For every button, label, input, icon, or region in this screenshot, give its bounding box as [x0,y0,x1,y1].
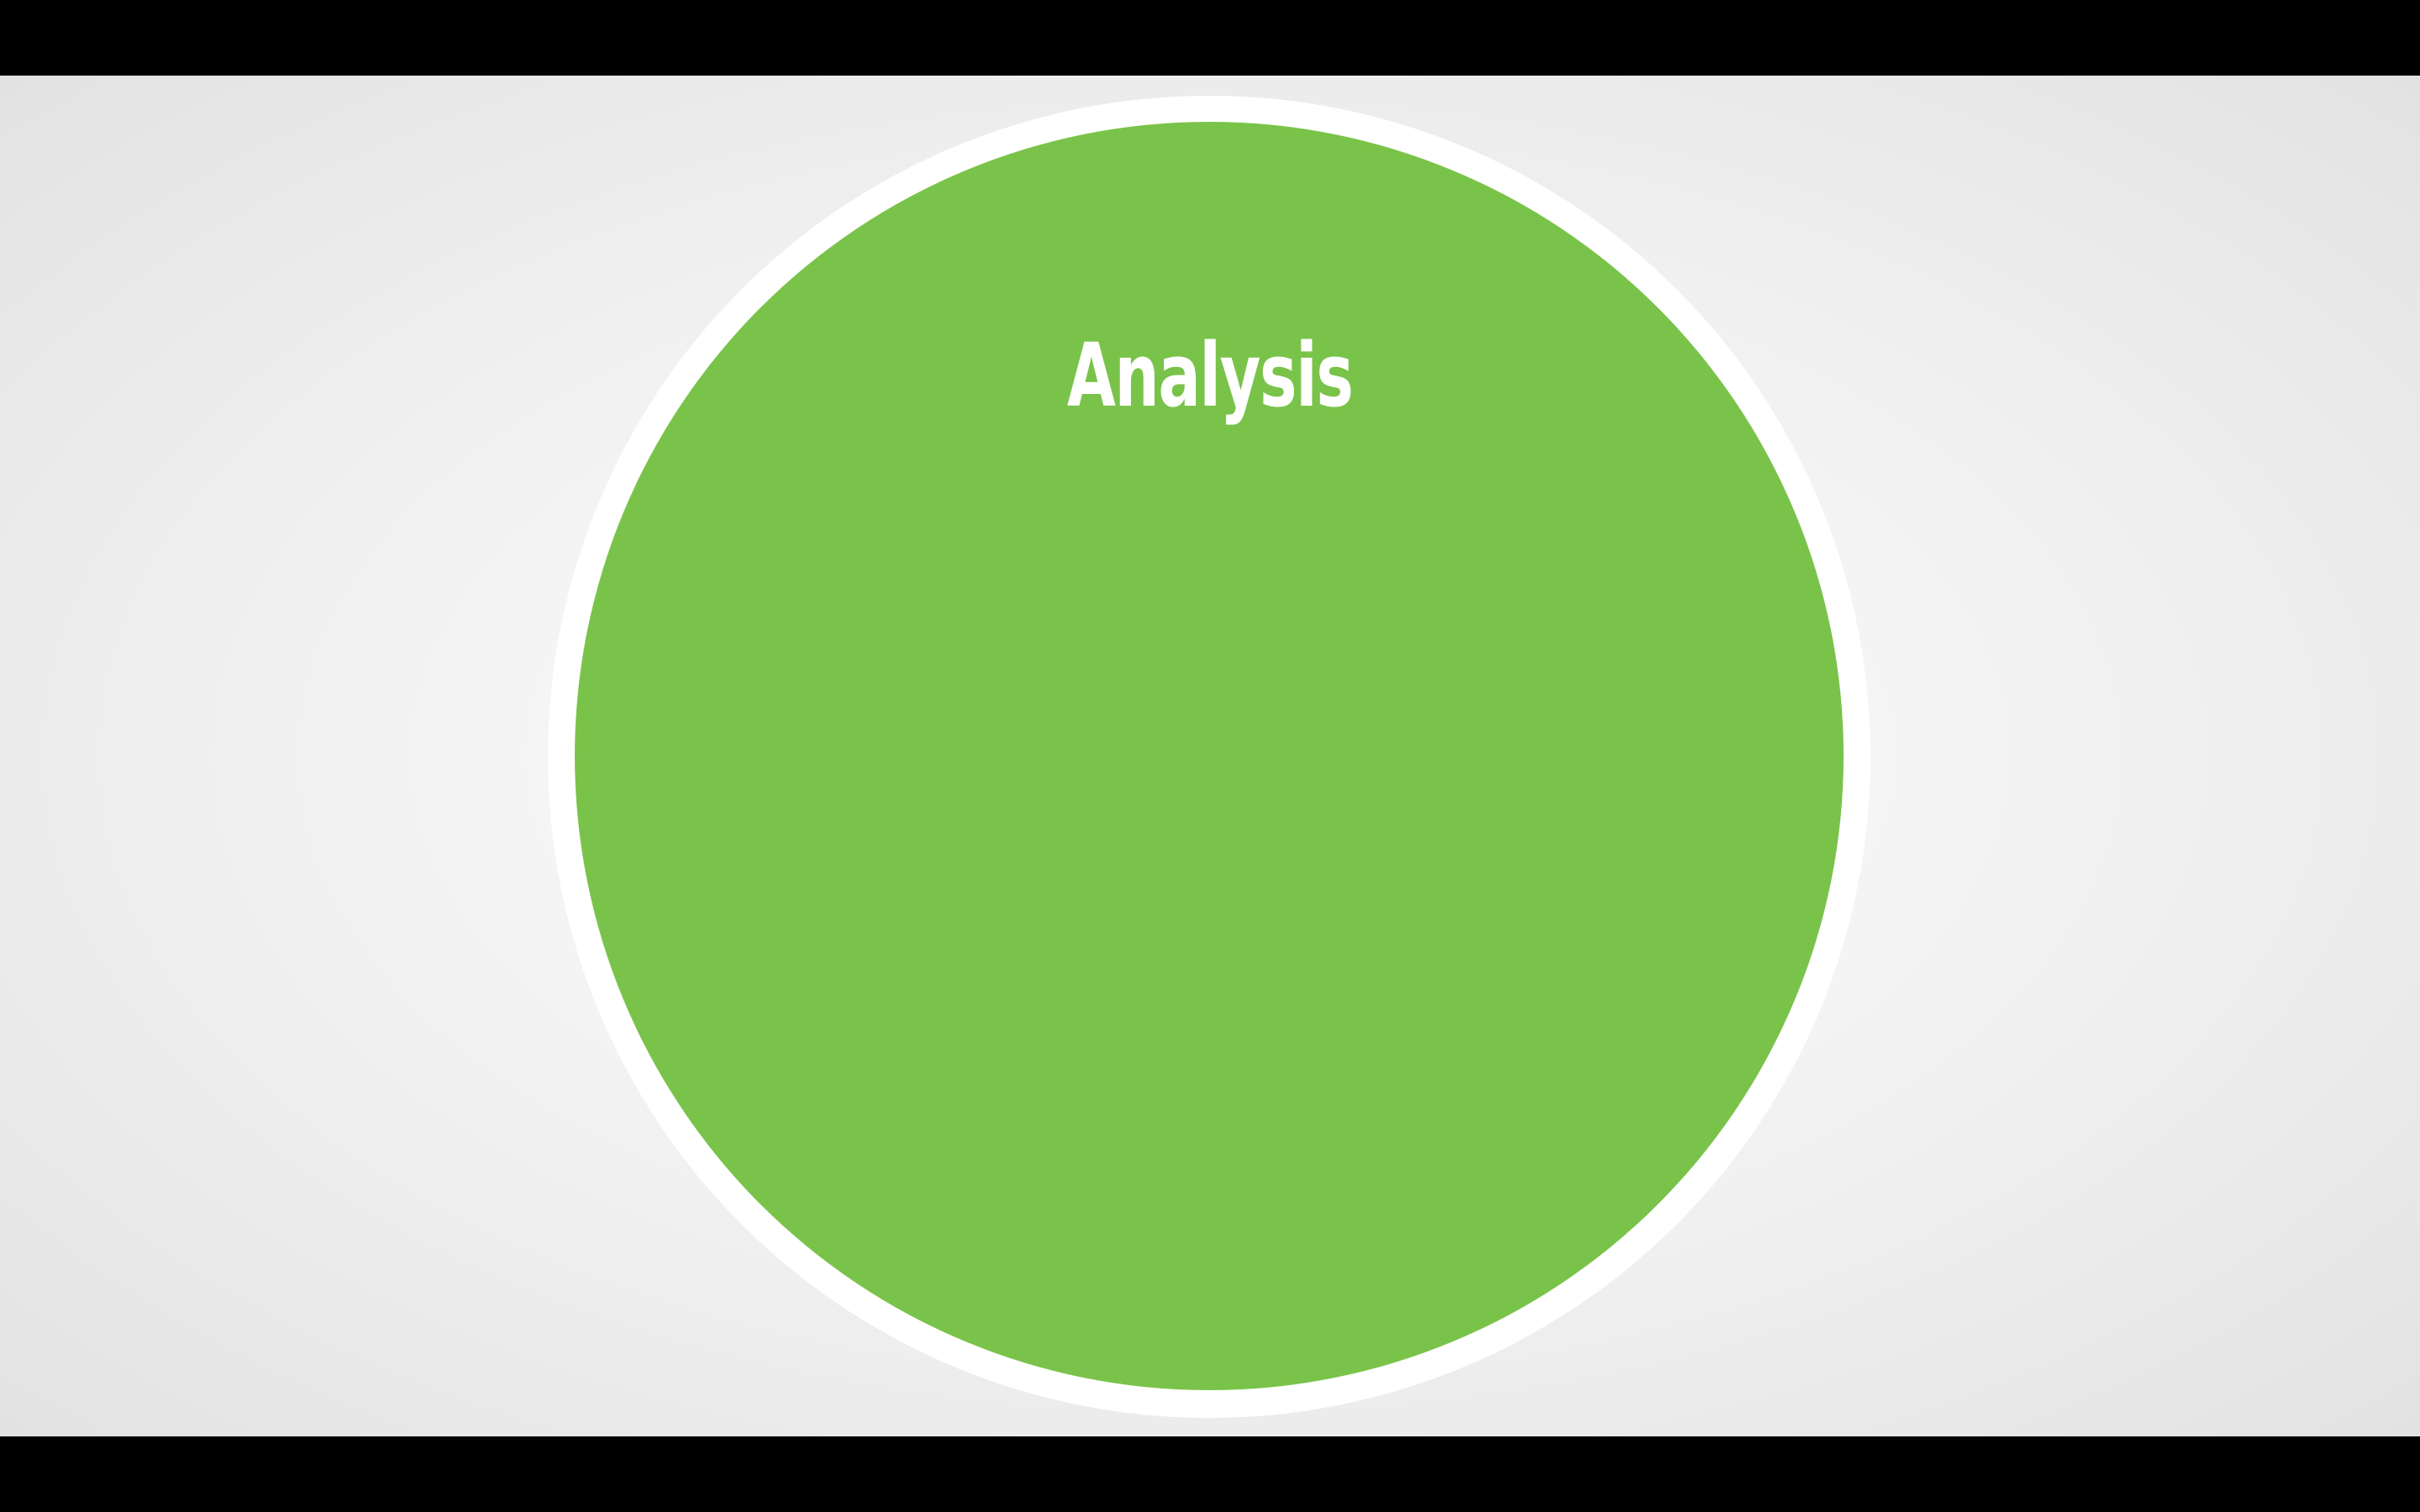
slide-title: Analysis [1066,324,1354,427]
letterbox-bottom [0,1436,2420,1512]
presentation-slide: Analysis [0,76,2420,1436]
letterbox-top [0,0,2420,76]
green-circle [575,122,1844,1390]
